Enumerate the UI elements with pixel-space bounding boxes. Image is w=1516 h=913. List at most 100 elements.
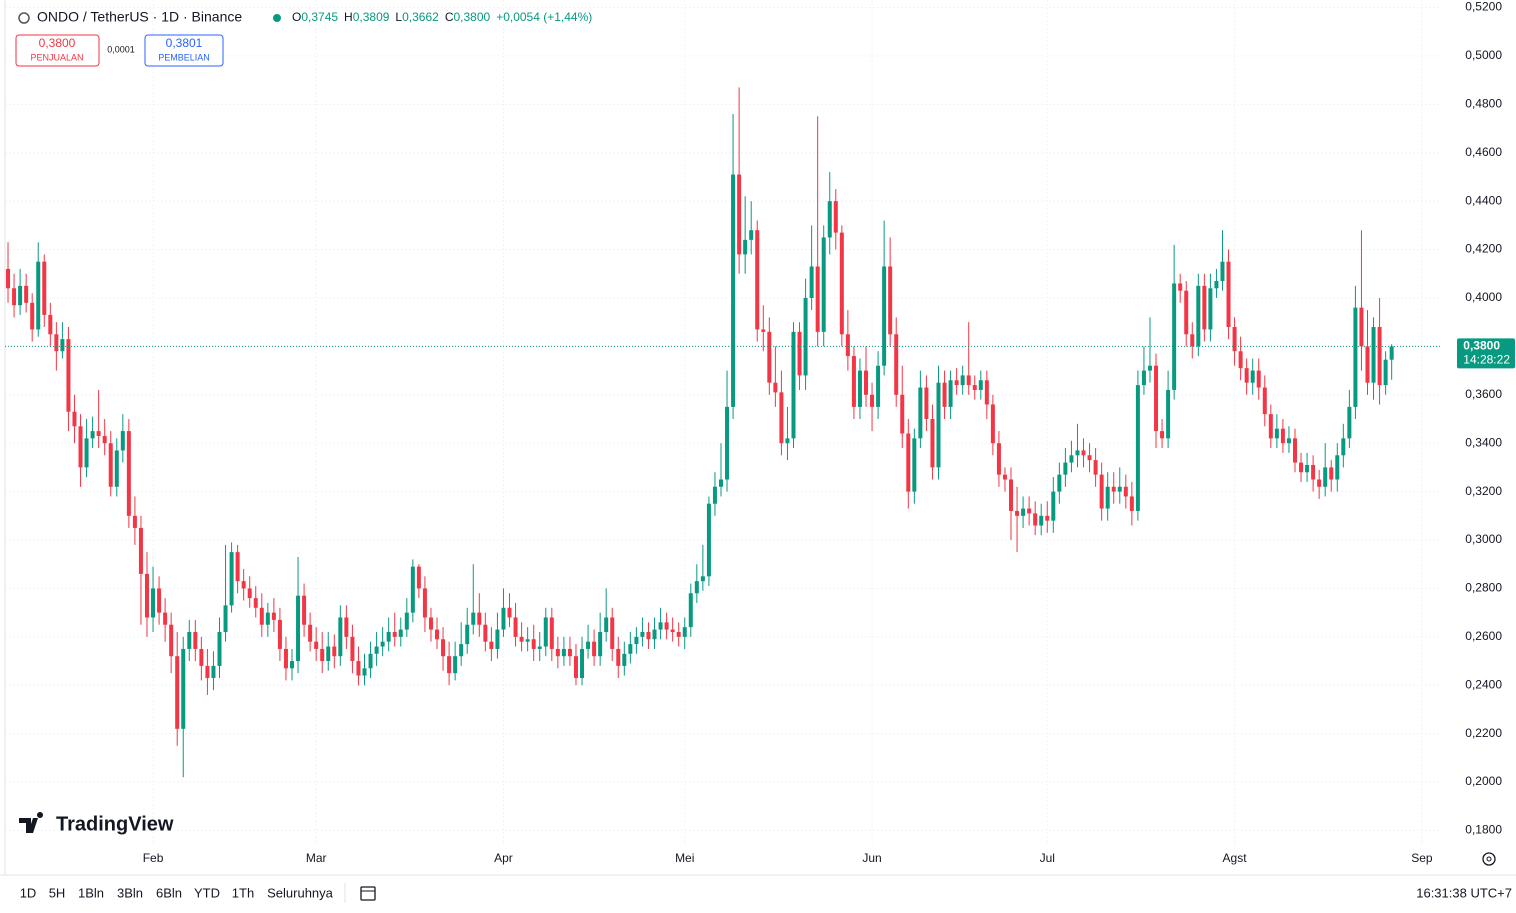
candle-body: [960, 375, 965, 386]
candle-body: [223, 605, 228, 632]
watermark: TradingView: [19, 812, 174, 835]
candle-body: [169, 624, 174, 657]
candle-body: [519, 636, 524, 642]
candle-body: [827, 201, 832, 238]
watermark-text: TradingView: [56, 813, 174, 835]
candle-body: [36, 261, 41, 330]
grid: [5, 0, 1440, 845]
candle-body: [398, 629, 403, 637]
buy-price[interactable]: 0,3801: [166, 36, 203, 50]
candle-body: [646, 631, 651, 640]
candle-body: [688, 593, 693, 628]
candle-body: [1172, 283, 1177, 390]
candle-body: [567, 648, 572, 657]
sell-label[interactable]: PENJUALAN: [30, 52, 83, 62]
toolbar: 1D 5H 1Bln 3Bln 6Bln YTD 1Th Seluruhnya: [20, 885, 334, 900]
gear-hub[interactable]: [1486, 856, 1492, 862]
settings-icon[interactable]: [1482, 852, 1496, 866]
gear[interactable]: [1482, 852, 1496, 866]
ohlc-value: 0,3662: [402, 10, 439, 24]
y-tick-label: 0,2400: [1465, 677, 1502, 691]
candle-body: [1184, 290, 1189, 335]
candle-body: [531, 639, 536, 649]
range-button[interactable]: 1Bln: [78, 885, 104, 900]
candle-body: [712, 486, 717, 504]
sell-price[interactable]: 0,3800: [39, 36, 76, 50]
candle-body: [1196, 285, 1201, 347]
candle-body: [622, 653, 627, 666]
range-button[interactable]: 1Th: [232, 885, 254, 900]
calendar-icon[interactable]: [360, 886, 376, 901]
candle-body: [459, 644, 464, 657]
candle-body: [561, 648, 566, 657]
candle-body: [1033, 513, 1038, 526]
candle-body: [749, 230, 754, 240]
candle-body: [592, 641, 597, 657]
candle-body: [1208, 288, 1213, 330]
candle-body: [1365, 346, 1370, 383]
chart-title: ONDO / TetherUS · 1D · Binance: [37, 9, 242, 25]
countdown: 14:28:22: [1463, 353, 1510, 367]
candle-body: [66, 339, 71, 412]
candle-body: [132, 515, 137, 528]
last-price-label: 0,3800: [1463, 339, 1500, 353]
candle-body: [1141, 370, 1146, 386]
candle-body: [706, 503, 711, 577]
candle-body: [78, 426, 83, 468]
candle-body: [1135, 385, 1140, 511]
candle-body: [555, 648, 560, 657]
candle-body: [894, 334, 899, 395]
candle-body: [507, 607, 512, 618]
candle-body: [1160, 431, 1165, 439]
x-tick-label: Jun: [862, 851, 881, 865]
sell-box[interactable]: [15, 34, 100, 67]
calendar-frame[interactable]: [360, 886, 376, 901]
candle-body: [833, 201, 838, 233]
candle-body: [290, 661, 294, 669]
candle-body: [1214, 281, 1219, 289]
buy-label[interactable]: PEMBELIAN: [158, 52, 210, 62]
candle-body: [549, 617, 554, 649]
candle-body: [211, 665, 216, 678]
x-tick-label: Mei: [675, 851, 694, 865]
candle-body: [821, 237, 826, 332]
ohlc-key: L: [395, 10, 402, 24]
candle-body: [1383, 359, 1388, 386]
candle-body: [1250, 370, 1255, 383]
candle-body: [978, 380, 983, 390]
candle-body: [1347, 406, 1352, 439]
x-tick-label: Mar: [306, 851, 327, 865]
candle-body: [1039, 515, 1044, 526]
range-button[interactable]: Seluruhnya: [267, 885, 334, 900]
buy-box[interactable]: [144, 34, 224, 67]
candle-body: [1359, 307, 1364, 347]
candle-body: [90, 431, 95, 439]
y-tick-label: 0,5000: [1465, 48, 1502, 62]
candle-body: [864, 370, 868, 395]
candle-body: [1123, 486, 1128, 497]
candle-body: [882, 266, 887, 366]
candle-body: [114, 450, 119, 487]
range-button[interactable]: 6Bln: [156, 885, 182, 900]
range-button[interactable]: YTD: [194, 885, 220, 900]
sell-button[interactable]: 0,3800 PENJUALAN: [15, 34, 100, 67]
candle-body: [930, 418, 935, 468]
candle-body: [779, 392, 784, 444]
range-button[interactable]: 5H: [49, 885, 66, 900]
buy-button[interactable]: 0,3801 PEMBELIAN: [144, 34, 224, 67]
candle-body: [247, 588, 252, 599]
range-button[interactable]: 3Bln: [117, 885, 143, 900]
status-dot: [273, 14, 281, 22]
range-button[interactable]: 1D: [20, 885, 37, 900]
candle-body: [332, 646, 337, 657]
ohlc-value: 0,3745: [301, 10, 338, 24]
candle-body: [1166, 389, 1171, 439]
candle-body: [1087, 455, 1092, 461]
ohlc-legend: O0,3745 H0,3809 L0,3662 C0,3800 +0,0054 (+1,…: [292, 10, 592, 24]
candle-body: [1329, 467, 1334, 480]
candle-body: [1317, 479, 1322, 487]
candle-body: [453, 656, 458, 674]
candle-body: [682, 627, 687, 637]
candle-body: [308, 624, 313, 642]
candle-body: [791, 331, 796, 439]
